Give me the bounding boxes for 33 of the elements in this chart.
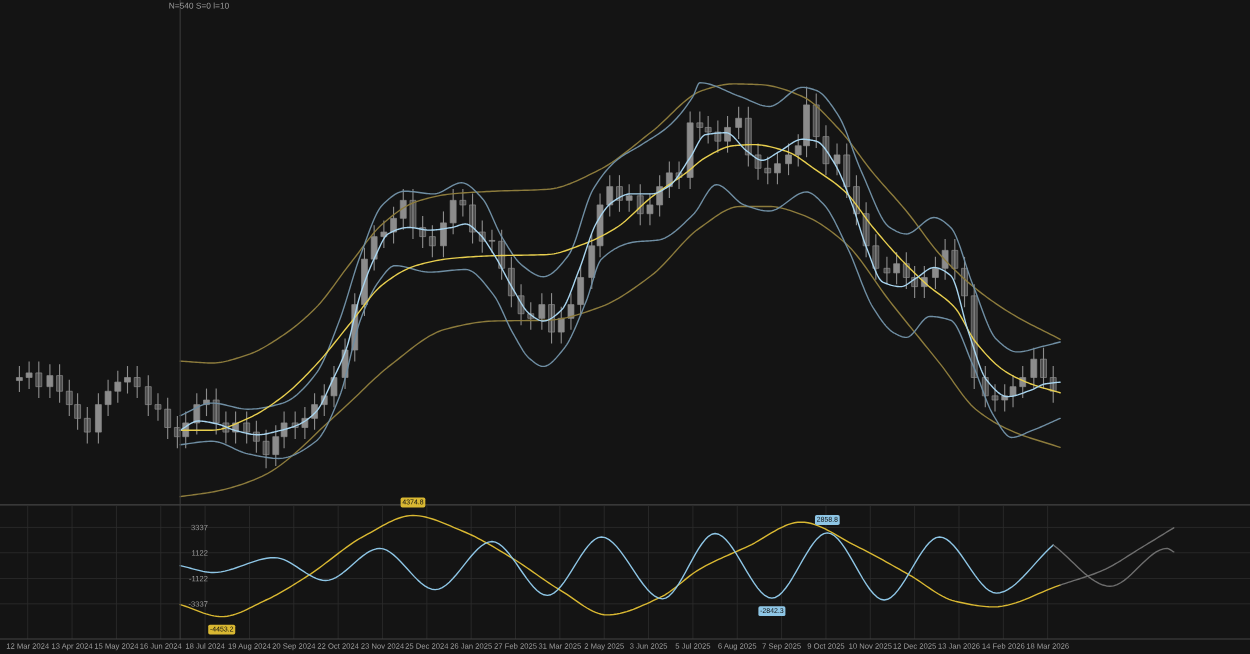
candlestick	[893, 251, 900, 285]
candlestick	[883, 256, 891, 285]
candlestick	[154, 392, 162, 422]
text: N=540 S=0 l=10	[169, 2, 229, 9]
candlestick	[243, 410, 250, 445]
candlestick	[253, 420, 260, 454]
candlestick	[991, 383, 999, 413]
candlestick	[1030, 347, 1038, 390]
candlestick	[774, 151, 781, 185]
candlestick	[95, 392, 102, 445]
candlestick	[164, 397, 172, 440]
candlestick	[46, 363, 54, 399]
candlestick	[83, 406, 91, 445]
candlestick	[785, 142, 792, 176]
candlestick	[56, 363, 63, 404]
candlestick	[144, 374, 152, 417]
candlestick	[114, 370, 122, 404]
candlestick	[764, 156, 772, 185]
candlestick	[646, 192, 654, 226]
candlestick	[16, 365, 23, 393]
candlestick	[35, 360, 43, 399]
candlestick	[625, 183, 633, 213]
candlestick	[488, 229, 496, 254]
candlestick	[449, 188, 457, 235]
candlestick	[1040, 347, 1047, 390]
candlestick	[735, 106, 742, 140]
candlestick	[696, 110, 704, 140]
candlestick	[262, 429, 270, 469]
candlestick	[25, 360, 33, 390]
candlestick	[429, 224, 436, 258]
candlestick	[104, 379, 112, 417]
candlestick	[124, 365, 131, 395]
candlestick	[133, 365, 141, 399]
